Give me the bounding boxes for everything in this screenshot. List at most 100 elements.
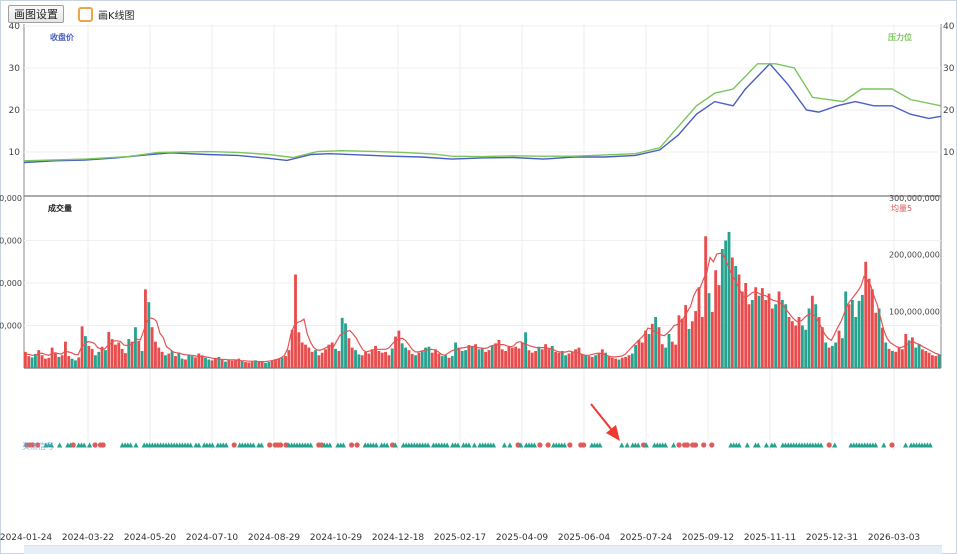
- signal-triangle: [531, 442, 537, 448]
- volume-bar: [750, 300, 754, 368]
- horizontal-scrollbar[interactable]: [24, 545, 942, 554]
- volume-bar: [654, 317, 658, 368]
- signal-triangle: [188, 442, 194, 448]
- volume-bar: [74, 360, 77, 368]
- volume-bar: [187, 354, 191, 368]
- volume-bar: [64, 341, 67, 368]
- volume-bar: [484, 351, 487, 368]
- volume-bar: [854, 317, 858, 368]
- volume-bar: [290, 329, 294, 368]
- volume-bar: [744, 283, 748, 368]
- volume-bar: [30, 357, 34, 369]
- volume-bar: [700, 317, 704, 368]
- signal-triangle: [223, 442, 229, 448]
- volume-bar: [877, 308, 881, 368]
- volume-bar: [427, 346, 431, 368]
- volume-bar: [377, 351, 381, 368]
- volume-bar: [810, 295, 814, 368]
- volume-bar: [27, 356, 31, 368]
- volume-bar: [180, 358, 184, 368]
- signal-triangle: [455, 442, 461, 448]
- annotation-arrow-head: [606, 425, 620, 441]
- volume-bar: [70, 358, 74, 368]
- volume-tick-right: 200,000,000: [889, 251, 940, 260]
- signal-dot: [676, 442, 682, 448]
- volume-bar: [167, 353, 171, 368]
- volume-bar: [800, 325, 804, 368]
- x-tick-label: 2026-03-03: [868, 533, 920, 543]
- volume-bar: [920, 349, 924, 368]
- volume-bar: [297, 332, 301, 368]
- x-tick-label: 2025-06-04: [558, 533, 611, 543]
- signal-triangle: [133, 442, 139, 448]
- signal-triangle: [763, 442, 769, 448]
- signal-dot: [35, 442, 41, 448]
- signal-dot: [537, 442, 543, 448]
- volume-legend: 成交量: [48, 203, 72, 213]
- volume-bar: [670, 341, 674, 368]
- signal-dot: [70, 442, 76, 448]
- volume-bar: [880, 327, 884, 369]
- volume-bar: [824, 342, 828, 368]
- volume-bar: [487, 350, 491, 368]
- signal-triangle: [597, 442, 603, 448]
- volume-tick-right: 100,000,000: [889, 307, 940, 316]
- volume-tick-left: 100,000,000: [0, 322, 22, 331]
- signal-dot: [92, 442, 98, 448]
- volume-bar: [554, 351, 558, 368]
- volume-bar: [614, 358, 618, 368]
- volume-bar: [140, 351, 144, 368]
- volume-bar: [354, 350, 357, 368]
- volume-bar: [384, 351, 387, 368]
- volume-bar: [624, 356, 628, 368]
- volume-bar: [497, 339, 501, 368]
- volume-bar: [490, 345, 494, 368]
- kline-toggle[interactable]: 画K线图: [78, 6, 135, 22]
- volume-bar: [457, 347, 461, 368]
- kline-checkbox[interactable]: [78, 6, 93, 22]
- chart-settings-button[interactable]: 画图设置: [8, 5, 64, 23]
- volume-bar: [477, 349, 481, 368]
- volume-bar: [340, 317, 344, 368]
- volume-bar: [814, 304, 818, 368]
- signal-triangle: [518, 442, 524, 448]
- volume-bar: [590, 356, 594, 368]
- volume-bar: [577, 347, 581, 368]
- volume-bar: [537, 346, 541, 368]
- signal-dot: [100, 442, 106, 448]
- volume-tick-left: 400,000,000: [0, 194, 22, 203]
- volume-bar: [44, 358, 47, 368]
- price-tick-right: 30: [943, 64, 955, 74]
- volume-bar: [124, 353, 127, 368]
- volume-bar: [310, 351, 314, 368]
- volume-bar: [677, 315, 681, 368]
- volume-bar: [50, 347, 54, 368]
- volume-bar: [374, 345, 377, 368]
- volume-bar: [144, 289, 147, 369]
- volume-bar: [364, 351, 367, 368]
- volume-bar: [147, 302, 151, 369]
- signal-triangle: [490, 442, 497, 448]
- volume-bar: [460, 351, 464, 368]
- volume-bar: [317, 355, 321, 368]
- volume-bar: [247, 362, 251, 369]
- volume-bar: [897, 347, 901, 368]
- volume-bar: [780, 300, 784, 368]
- volume-bar: [894, 351, 898, 368]
- volume-bar: [277, 358, 281, 368]
- volume-bar: [207, 359, 211, 368]
- volume-bar: [884, 342, 888, 368]
- volume-bar: [620, 357, 624, 368]
- volume-bar: [264, 362, 267, 368]
- x-tick-label: 2025-11-11: [744, 533, 796, 543]
- volume-bar: [924, 351, 928, 368]
- volume-bar: [367, 353, 371, 368]
- volume-bar: [257, 361, 261, 368]
- volume-bar: [550, 345, 554, 368]
- x-tick-label: 2024-08-29: [248, 533, 301, 543]
- volume-bar: [804, 329, 808, 368]
- volume-bar: [540, 349, 544, 368]
- volume-bar: [90, 348, 94, 369]
- signal-triangle: [619, 442, 625, 448]
